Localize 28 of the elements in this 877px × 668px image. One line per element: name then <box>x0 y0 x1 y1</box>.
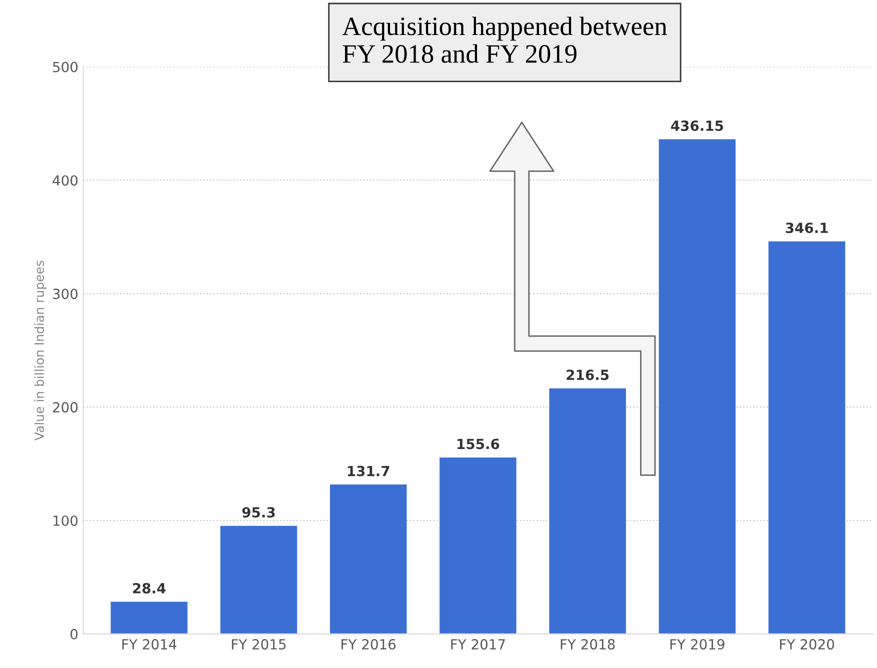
data-label: 216.5 <box>566 370 609 380</box>
data-label: 131.7 <box>348 466 390 476</box>
x-tick-label: FY 2020 <box>780 639 834 650</box>
data-label: 346.1 <box>786 222 828 234</box>
y-tick-label: 0 <box>70 628 78 640</box>
y-axis-title: Value in billion Indian rupees <box>34 260 46 441</box>
data-label: 436.15 <box>671 120 724 131</box>
y-tick-label: 200 <box>52 402 78 413</box>
bar <box>220 526 298 634</box>
x-tick-label: FY 2015 <box>232 639 286 650</box>
x-tick-label: FY 2017 <box>451 639 505 650</box>
data-label: 28.4 <box>133 582 166 594</box>
y-tick-label: 300 <box>53 288 78 300</box>
y-tick-label: 400 <box>52 175 78 186</box>
x-tick-label: FY 2014 <box>122 639 176 650</box>
x-tick-label: FY 2018 <box>560 639 615 650</box>
bar <box>440 457 516 634</box>
y-tick-label: 500 <box>53 62 78 72</box>
y-tick-label: 100 <box>53 515 78 526</box>
bar <box>330 484 407 634</box>
x-tick-label: FY 2019 <box>670 639 724 650</box>
bar <box>658 139 736 634</box>
bar <box>110 602 188 634</box>
data-label: 95.3 <box>242 507 275 518</box>
data-label: 155.6 <box>458 438 500 450</box>
bar <box>768 241 846 634</box>
text: Acquisition happened between FY 2018 and FY 2019 <box>342 16 667 63</box>
x-tick-label: FY 2016 <box>342 639 396 650</box>
